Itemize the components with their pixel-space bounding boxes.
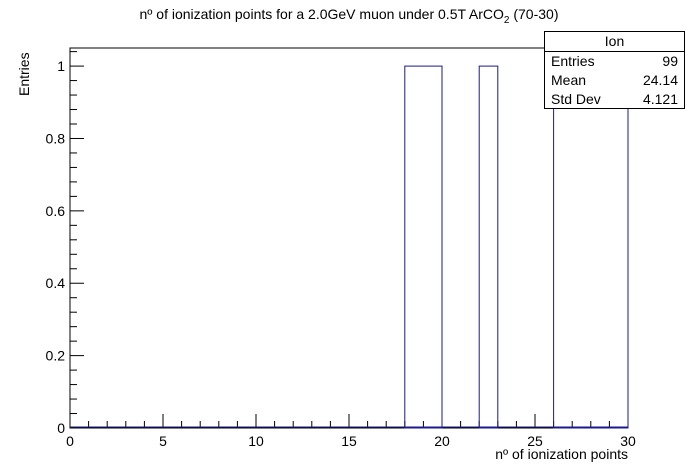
x-tick-label: 5 <box>159 433 167 449</box>
histogram-bars <box>70 65 629 429</box>
stats-mean-value: 24.14 <box>642 72 678 88</box>
axis-ticks: 0 5 10 15 20 25 30 0 0.2 0.4 0.6 0.8 1 <box>46 51 636 449</box>
y-tick-label: 1 <box>57 58 65 74</box>
stats-entries-row: Entries 99 <box>545 52 684 71</box>
stats-mean-label: Mean <box>551 72 587 88</box>
x-tick-label: 10 <box>248 433 264 449</box>
stats-stddev-value: 4.121 <box>642 91 678 107</box>
y-tick-label: 0 <box>57 420 65 436</box>
x-axis-label: nº of ionization points <box>495 446 628 462</box>
stats-name: Ion <box>545 32 684 52</box>
histogram-bin <box>553 65 629 429</box>
histogram-bin <box>478 65 499 429</box>
chart-title: nº of ionization points for a 2.0GeV muo… <box>139 6 559 26</box>
x-tick-label: 0 <box>66 433 74 449</box>
stats-entries-label: Entries <box>551 53 595 69</box>
x-tick-label: 20 <box>434 433 450 449</box>
stats-box: Ion Entries 99 Mean 24.14 Std Dev 4.121 <box>544 31 685 109</box>
y-axis-label: Entries <box>16 52 32 96</box>
y-tick-label: 0.8 <box>46 130 66 146</box>
y-tick-label: 0.2 <box>46 348 66 364</box>
stats-mean-row: Mean 24.14 <box>545 71 684 90</box>
histogram-bin <box>404 65 443 429</box>
stats-stddev-label: Std Dev <box>551 91 601 107</box>
x-tick-label: 15 <box>341 433 357 449</box>
stats-stddev-row: Std Dev 4.121 <box>545 90 684 109</box>
stats-entries-value: 99 <box>662 53 678 69</box>
x-tick-label: 30 <box>620 433 636 449</box>
x-tick-label: 25 <box>527 433 543 449</box>
y-tick-label: 0.4 <box>46 275 66 291</box>
y-tick-label: 0.6 <box>46 203 66 219</box>
